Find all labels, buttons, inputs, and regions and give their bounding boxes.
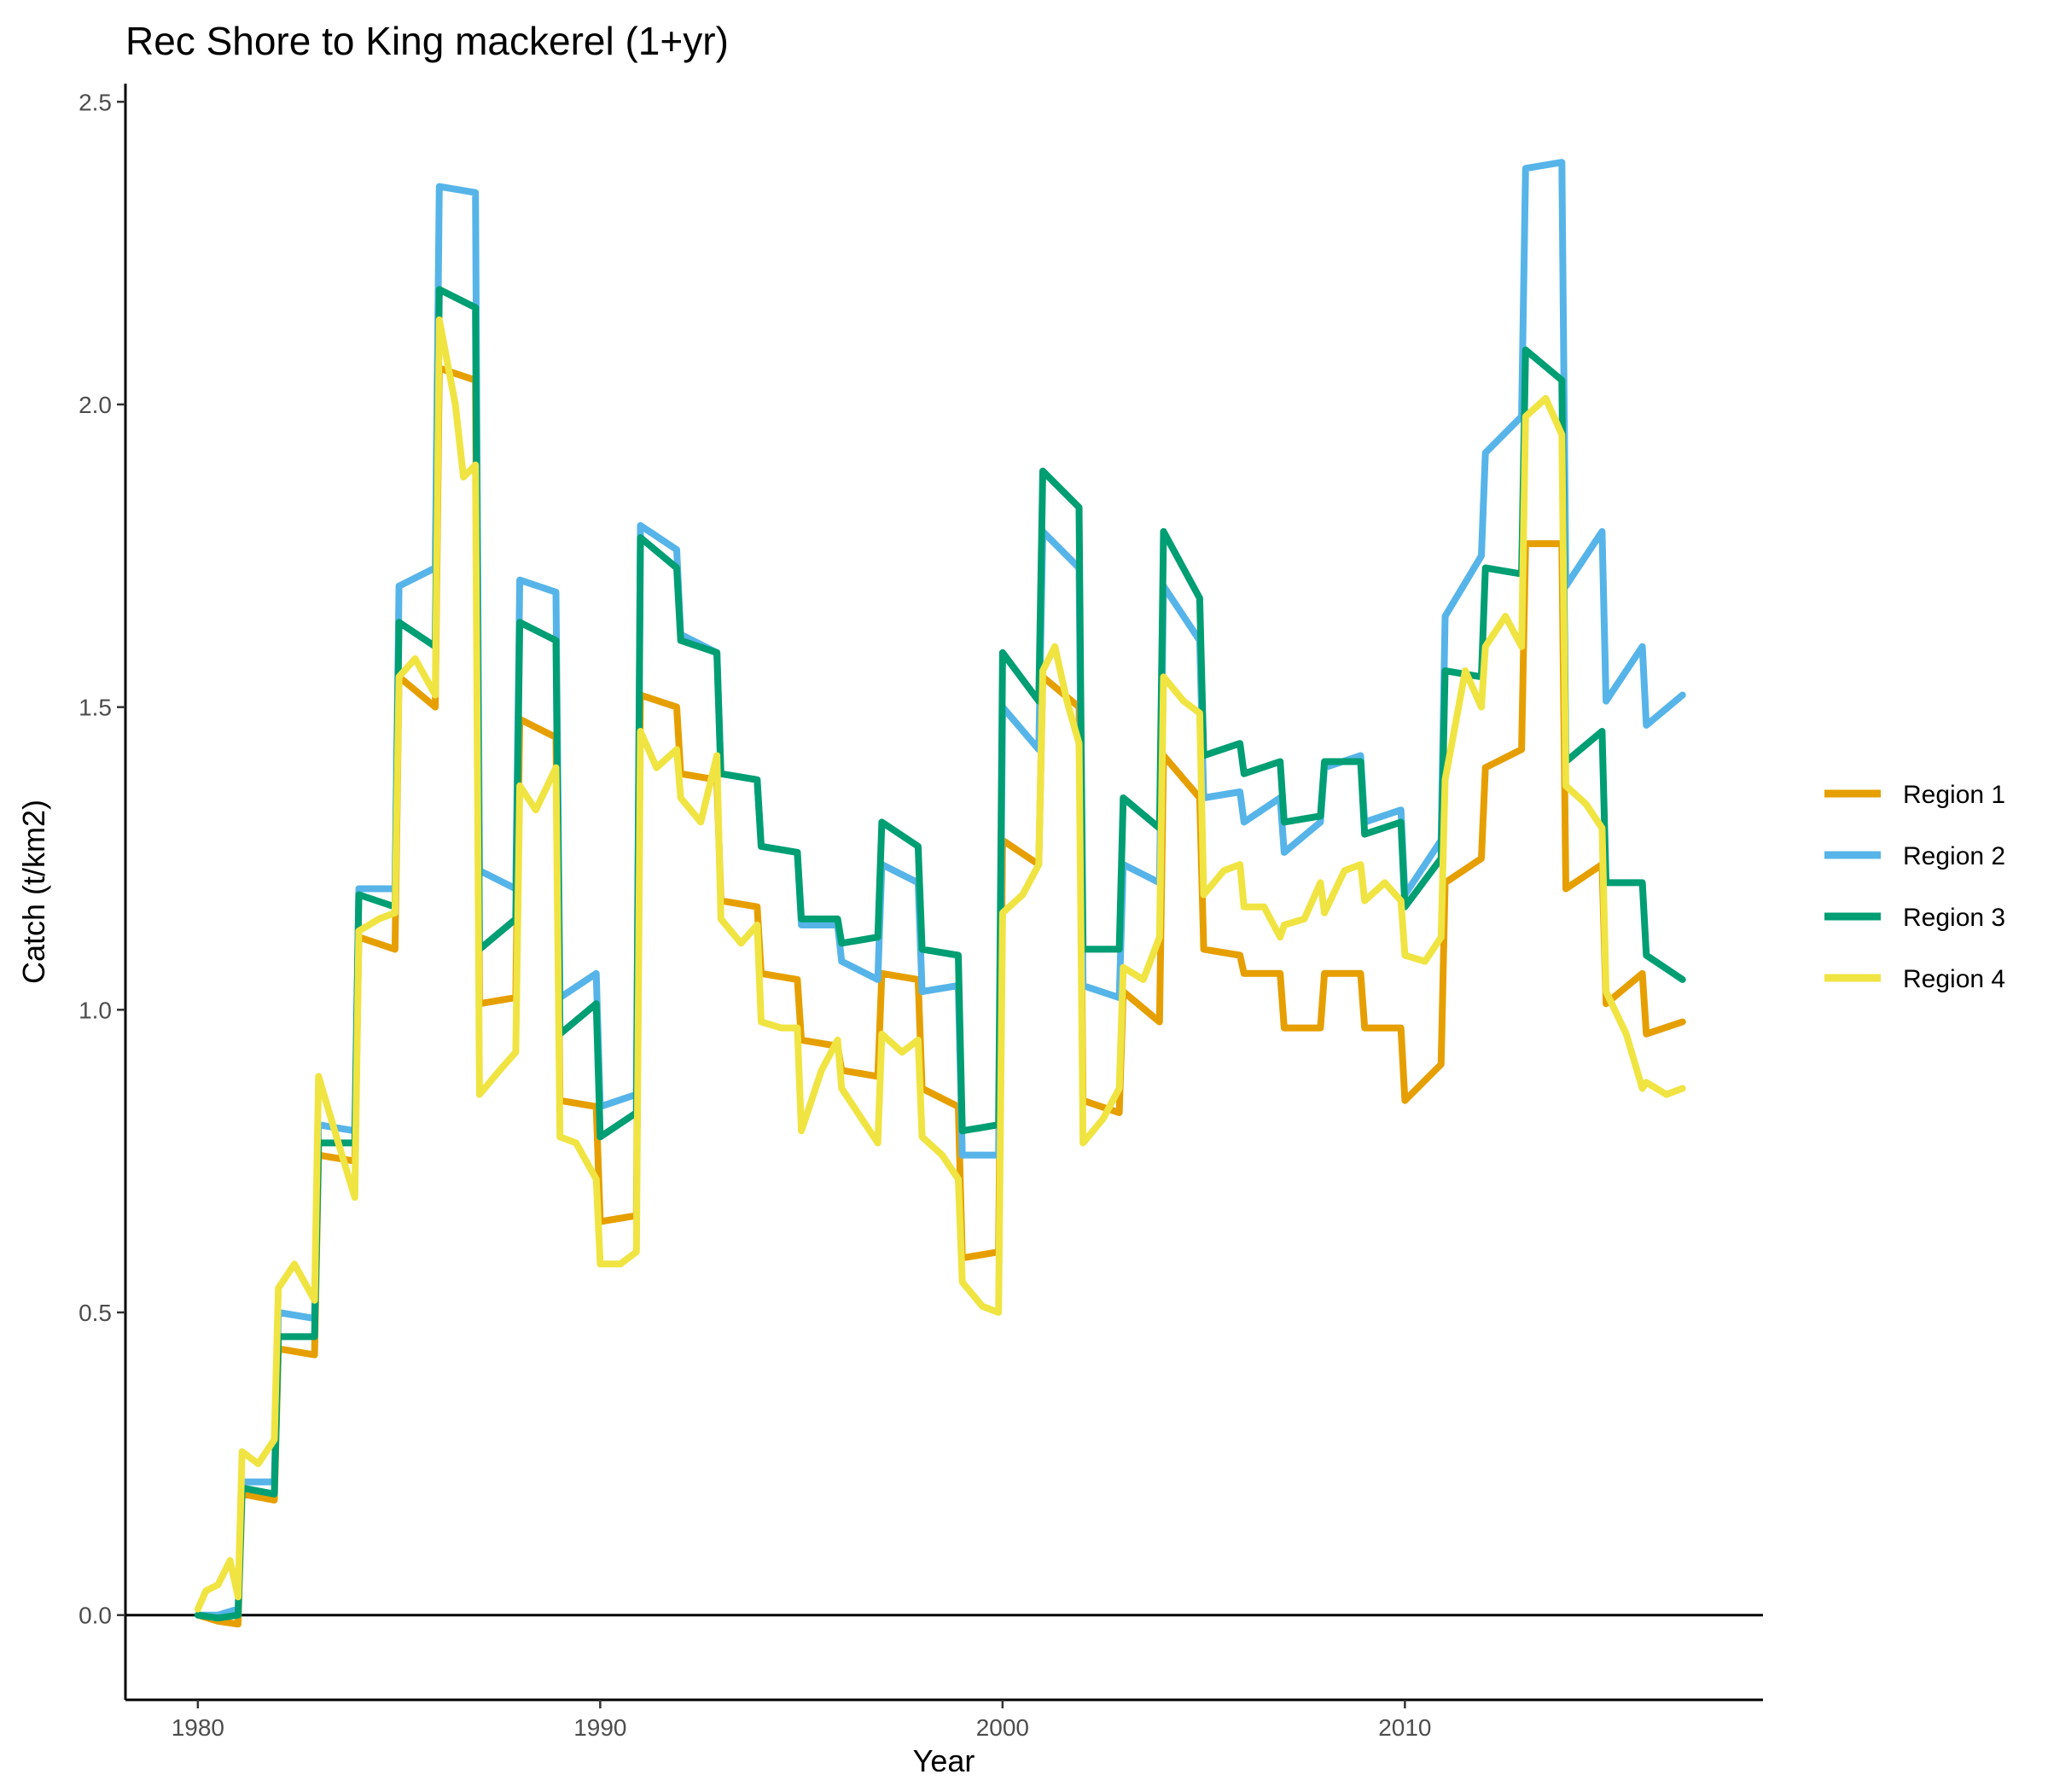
x-tick-label: 1990 xyxy=(573,1714,626,1741)
series-line-region-2 xyxy=(194,159,1686,1619)
legend-label-region-4: Region 4 xyxy=(1903,965,2005,993)
legend: Region 1 Region 2 Region 3 Region 4 xyxy=(1824,781,2005,993)
x-axis: 1980 1990 2000 2010 xyxy=(125,1698,1763,1741)
plot-area xyxy=(125,159,1763,1628)
y-tick-label: 0.0 xyxy=(79,1603,112,1629)
x-tick-label: 2010 xyxy=(1378,1714,1431,1741)
series-line-region-1 xyxy=(194,364,1686,1628)
x-axis-label: Year xyxy=(913,1743,975,1778)
legend-label-region-2: Region 2 xyxy=(1903,842,2005,870)
x-tick-label: 2000 xyxy=(976,1714,1029,1741)
chart-title: Rec Shore to King mackerel (1+yr) xyxy=(125,19,729,63)
y-tick-label: 2.0 xyxy=(79,392,112,418)
y-tick-label: 2.5 xyxy=(79,89,112,115)
y-tick-label: 1.5 xyxy=(79,695,112,721)
legend-label-region-1: Region 1 xyxy=(1903,781,2005,809)
series-line-region-4 xyxy=(194,316,1686,1613)
y-axis: 0.0 0.5 1.0 1.5 2.0 2.5 xyxy=(79,84,127,1700)
y-tick-label: 0.5 xyxy=(79,1300,112,1326)
legend-label-region-3: Region 3 xyxy=(1903,904,2005,932)
y-axis-label: Catch (t/km2) xyxy=(16,800,51,984)
series-line-region-3 xyxy=(194,286,1686,1622)
y-tick-label: 1.0 xyxy=(79,997,112,1023)
x-tick-label: 1980 xyxy=(172,1714,224,1741)
